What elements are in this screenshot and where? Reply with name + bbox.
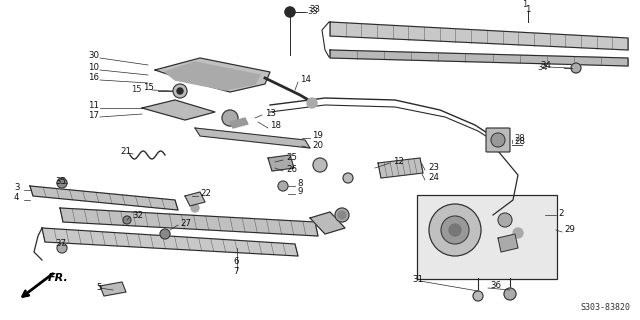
Polygon shape <box>42 228 298 256</box>
Polygon shape <box>378 158 423 178</box>
Text: 32: 32 <box>132 211 143 220</box>
Circle shape <box>177 88 183 94</box>
Text: 25: 25 <box>286 154 297 163</box>
Polygon shape <box>142 100 215 120</box>
Text: 28: 28 <box>514 134 525 143</box>
Text: 31: 31 <box>412 275 423 284</box>
Text: 34: 34 <box>540 60 551 69</box>
Text: 11: 11 <box>88 101 99 110</box>
Text: 15: 15 <box>143 84 154 92</box>
Circle shape <box>123 216 131 224</box>
Text: 9: 9 <box>297 188 302 196</box>
Text: 23: 23 <box>428 164 439 172</box>
FancyBboxPatch shape <box>417 195 557 279</box>
Circle shape <box>278 181 288 191</box>
Text: 14: 14 <box>300 76 311 84</box>
Text: 24: 24 <box>428 173 439 182</box>
Polygon shape <box>195 128 310 148</box>
FancyBboxPatch shape <box>486 128 510 152</box>
Circle shape <box>307 98 317 108</box>
Circle shape <box>343 173 353 183</box>
Text: 7: 7 <box>233 267 239 276</box>
Polygon shape <box>310 212 345 234</box>
Text: 20: 20 <box>312 141 323 150</box>
Polygon shape <box>230 118 248 128</box>
Text: 29: 29 <box>564 226 575 235</box>
Circle shape <box>504 288 516 300</box>
Circle shape <box>498 213 512 227</box>
Text: 33: 33 <box>307 7 317 17</box>
Text: 17: 17 <box>88 110 99 119</box>
Polygon shape <box>100 282 126 296</box>
Circle shape <box>313 158 327 172</box>
Text: 26: 26 <box>286 164 297 173</box>
Text: 33: 33 <box>309 5 320 14</box>
Text: 10: 10 <box>88 63 99 73</box>
Polygon shape <box>185 192 205 206</box>
Polygon shape <box>330 22 628 50</box>
Circle shape <box>285 7 295 17</box>
Text: 6: 6 <box>233 257 239 266</box>
Circle shape <box>429 204 481 256</box>
Polygon shape <box>60 208 318 236</box>
Text: 1: 1 <box>525 5 531 14</box>
Text: 18: 18 <box>270 122 281 131</box>
Text: 15: 15 <box>131 85 142 94</box>
Text: 19: 19 <box>312 132 323 140</box>
Text: 1: 1 <box>522 0 527 9</box>
Text: 35: 35 <box>55 177 66 186</box>
Text: FR.: FR. <box>48 273 68 283</box>
Text: S303-83820: S303-83820 <box>580 303 630 312</box>
Circle shape <box>191 204 199 212</box>
Text: 8: 8 <box>297 180 303 188</box>
Polygon shape <box>268 155 294 171</box>
Text: 12: 12 <box>393 156 404 165</box>
Text: 3: 3 <box>14 183 19 193</box>
Text: 34: 34 <box>538 62 548 71</box>
Text: 2: 2 <box>558 209 563 218</box>
Polygon shape <box>165 62 260 90</box>
Circle shape <box>57 178 67 188</box>
Text: 37: 37 <box>55 238 66 247</box>
Circle shape <box>160 229 170 239</box>
Polygon shape <box>155 58 270 92</box>
Circle shape <box>473 291 483 301</box>
Circle shape <box>571 63 581 73</box>
Text: 21: 21 <box>120 147 131 156</box>
Circle shape <box>449 224 461 236</box>
Text: 30: 30 <box>88 52 99 60</box>
Circle shape <box>338 211 346 219</box>
Text: 22: 22 <box>200 189 211 198</box>
Text: 16: 16 <box>88 74 99 83</box>
Polygon shape <box>30 186 178 210</box>
Text: 5: 5 <box>96 284 102 292</box>
Circle shape <box>222 110 238 126</box>
Polygon shape <box>330 50 628 66</box>
Polygon shape <box>498 234 518 252</box>
Text: 13: 13 <box>265 108 276 117</box>
Circle shape <box>57 243 67 253</box>
Circle shape <box>491 133 505 147</box>
Text: 4: 4 <box>14 194 19 203</box>
Circle shape <box>173 84 187 98</box>
Text: 27: 27 <box>180 219 191 228</box>
Circle shape <box>513 228 523 238</box>
Circle shape <box>441 216 469 244</box>
Text: 28: 28 <box>514 137 525 146</box>
Circle shape <box>335 208 349 222</box>
Text: 36: 36 <box>490 282 501 291</box>
